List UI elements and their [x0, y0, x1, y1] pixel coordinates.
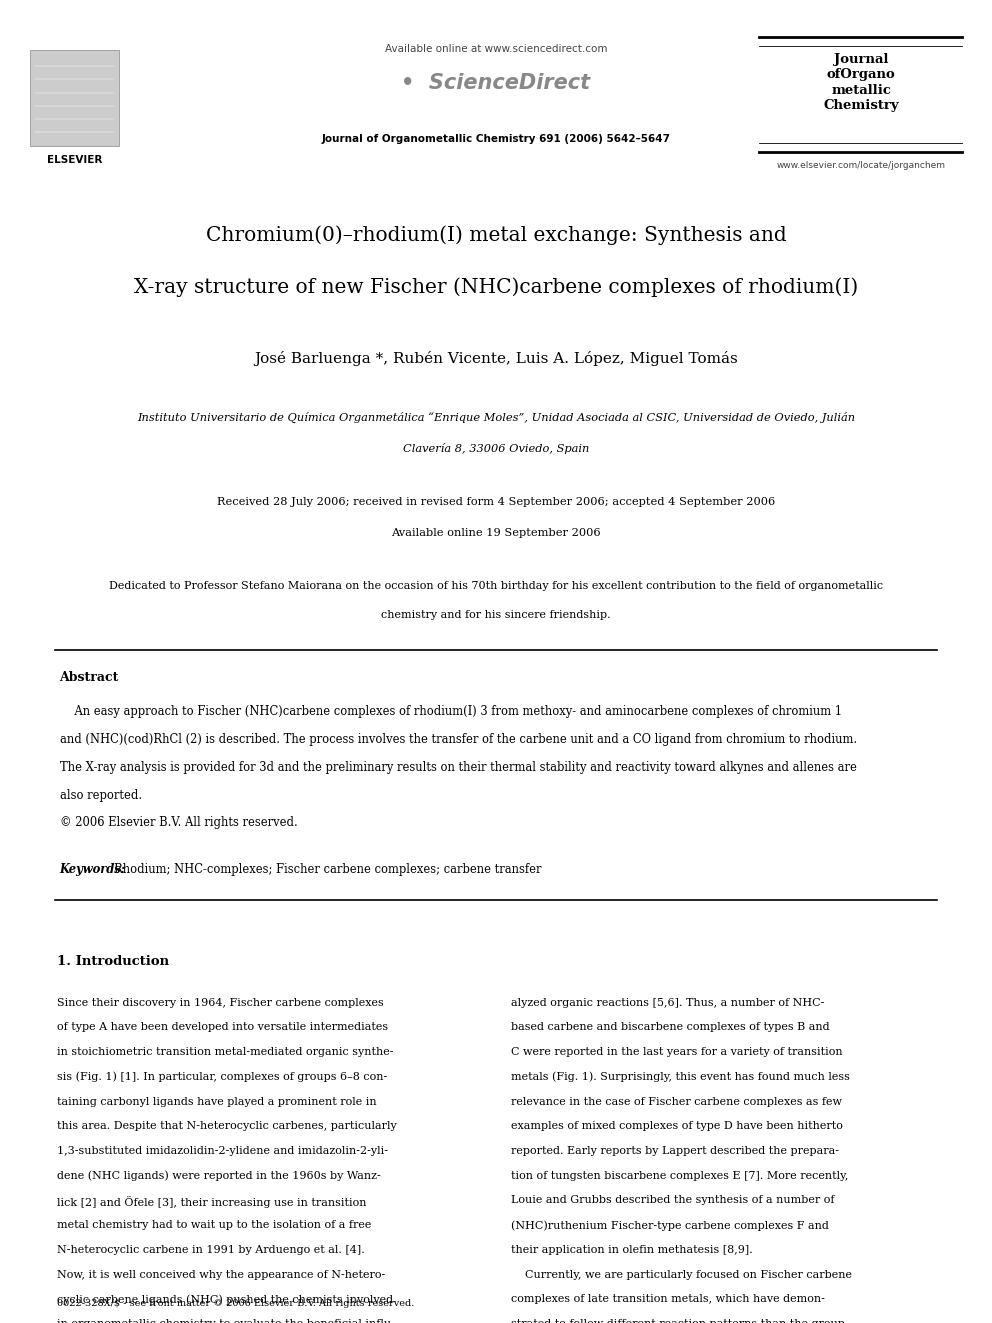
Text: Available online at www.sciencedirect.com: Available online at www.sciencedirect.co… — [385, 44, 607, 54]
Text: N-heterocyclic carbene in 1991 by Arduengo et al. [4].: N-heterocyclic carbene in 1991 by Arduen… — [57, 1245, 364, 1256]
Text: metals (Fig. 1). Surprisingly, this event has found much less: metals (Fig. 1). Surprisingly, this even… — [511, 1072, 850, 1082]
Text: C were reported in the last years for a variety of transition: C were reported in the last years for a … — [511, 1046, 842, 1057]
Text: Dedicated to Professor Stefano Maiorana on the occasion of his 70th birthday for: Dedicated to Professor Stefano Maiorana … — [109, 581, 883, 591]
Text: cyclic carbene ligands (NHC) pushed the chemists involved: cyclic carbene ligands (NHC) pushed the … — [57, 1294, 393, 1304]
Text: chemistry and for his sincere friendship.: chemistry and for his sincere friendship… — [381, 610, 611, 620]
Text: Received 28 July 2006; received in revised form 4 September 2006; accepted 4 Sep: Received 28 July 2006; received in revis… — [217, 497, 775, 508]
Text: 1. Introduction: 1. Introduction — [57, 955, 169, 968]
Text: in organometallic chemistry to evaluate the beneficial influ-: in organometallic chemistry to evaluate … — [57, 1319, 395, 1323]
Text: X-ray structure of new Fischer (NHC)carbene complexes of rhodium(I): X-ray structure of new Fischer (NHC)carb… — [134, 278, 858, 298]
Text: José Barluenga *, Rubén Vicente, Luis A. López, Miguel Tomás: José Barluenga *, Rubén Vicente, Luis A.… — [254, 351, 738, 365]
Text: Instituto Universitario de Química Organmetálica “Enrique Moles”, Unidad Asociad: Instituto Universitario de Química Organ… — [137, 411, 855, 422]
Text: examples of mixed complexes of type D have been hitherto: examples of mixed complexes of type D ha… — [511, 1122, 843, 1131]
Text: metal chemistry had to wait up to the isolation of a free: metal chemistry had to wait up to the is… — [57, 1220, 371, 1230]
Text: also reported.: also reported. — [60, 789, 142, 802]
Text: this area. Despite that N-heterocyclic carbenes, particularly: this area. Despite that N-heterocyclic c… — [57, 1122, 396, 1131]
Text: (NHC)ruthenium Fischer-type carbene complexes F and: (NHC)ruthenium Fischer-type carbene comp… — [511, 1220, 828, 1230]
Text: 0022-328X/$ - see front matter © 2006 Elsevier B.V. All rights reserved.: 0022-328X/$ - see front matter © 2006 El… — [57, 1299, 414, 1308]
Text: Journal of Organometallic Chemistry 691 (2006) 5642–5647: Journal of Organometallic Chemistry 691 … — [321, 134, 671, 144]
Text: Chromium(0)–rhodium(I) metal exchange: Synthesis and: Chromium(0)–rhodium(I) metal exchange: S… — [205, 225, 787, 245]
Text: Clavería 8, 33006 Oviedo, Spain: Clavería 8, 33006 Oviedo, Spain — [403, 443, 589, 454]
Text: dene (NHC ligands) were reported in the 1960s by Wanz-: dene (NHC ligands) were reported in the … — [57, 1171, 380, 1181]
Text: tion of tungsten biscarbene complexes E [7]. More recently,: tion of tungsten biscarbene complexes E … — [511, 1171, 848, 1180]
Text: Abstract: Abstract — [60, 671, 119, 684]
Text: lick [2] and Öfele [3], their increasing use in transition: lick [2] and Öfele [3], their increasing… — [57, 1196, 366, 1208]
Text: of type A have been developed into versatile intermediates: of type A have been developed into versa… — [57, 1023, 388, 1032]
Text: strated to follow different reaction patterns than the group: strated to follow different reaction pat… — [511, 1319, 845, 1323]
Text: Available online 19 September 2006: Available online 19 September 2006 — [391, 528, 601, 538]
Text: Journal
ofOrgano
metallic
Chemistry: Journal ofOrgano metallic Chemistry — [823, 53, 899, 112]
Text: 1,3-substituted imidazolidin-2-ylidene and imidazolin-2-yli-: 1,3-substituted imidazolidin-2-ylidene a… — [57, 1146, 388, 1156]
Text: alyzed organic reactions [5,6]. Thus, a number of NHC-: alyzed organic reactions [5,6]. Thus, a … — [511, 998, 824, 1008]
Text: Rhodium; NHC-complexes; Fischer carbene complexes; carbene transfer: Rhodium; NHC-complexes; Fischer carbene … — [114, 863, 542, 876]
Text: complexes of late transition metals, which have demon-: complexes of late transition metals, whi… — [511, 1294, 824, 1304]
Text: The X-ray analysis is provided for 3d and the preliminary results on their therm: The X-ray analysis is provided for 3d an… — [60, 761, 856, 774]
Text: © 2006 Elsevier B.V. All rights reserved.: © 2006 Elsevier B.V. All rights reserved… — [60, 816, 298, 830]
Text: www.elsevier.com/locate/jorganchem: www.elsevier.com/locate/jorganchem — [777, 161, 945, 171]
Text: Currently, we are particularly focused on Fischer carbene: Currently, we are particularly focused o… — [511, 1270, 852, 1279]
Text: in stoichiometric transition metal-mediated organic synthe-: in stoichiometric transition metal-media… — [57, 1046, 393, 1057]
Text: and (NHC)(cod)RhCl (2) is described. The process involves the transfer of the ca: and (NHC)(cod)RhCl (2) is described. The… — [60, 733, 857, 746]
Text: sis (Fig. 1) [1]. In particular, complexes of groups 6–8 con-: sis (Fig. 1) [1]. In particular, complex… — [57, 1072, 387, 1082]
Bar — [30, 50, 119, 146]
Text: Louie and Grubbs described the synthesis of a number of: Louie and Grubbs described the synthesis… — [511, 1196, 834, 1205]
Text: reported. Early reports by Lappert described the prepara-: reported. Early reports by Lappert descr… — [511, 1146, 839, 1156]
Text: ELSEVIER: ELSEVIER — [47, 155, 102, 165]
Text: Keywords:: Keywords: — [60, 863, 126, 876]
Text: Now, it is well conceived why the appearance of N-hetero-: Now, it is well conceived why the appear… — [57, 1270, 385, 1279]
Text: An easy approach to Fischer (NHC)carbene complexes of rhodium(I) 3 from methoxy-: An easy approach to Fischer (NHC)carbene… — [60, 705, 841, 718]
Text: relevance in the case of Fischer carbene complexes as few: relevance in the case of Fischer carbene… — [511, 1097, 842, 1106]
Text: taining carbonyl ligands have played a prominent role in: taining carbonyl ligands have played a p… — [57, 1097, 376, 1106]
Text: based carbene and biscarbene complexes of types B and: based carbene and biscarbene complexes o… — [511, 1023, 829, 1032]
Text: their application in olefin methatesis [8,9].: their application in olefin methatesis [… — [511, 1245, 753, 1256]
Text: Since their discovery in 1964, Fischer carbene complexes: Since their discovery in 1964, Fischer c… — [57, 998, 383, 1008]
Text: •  ScienceDirect: • ScienceDirect — [402, 73, 590, 93]
